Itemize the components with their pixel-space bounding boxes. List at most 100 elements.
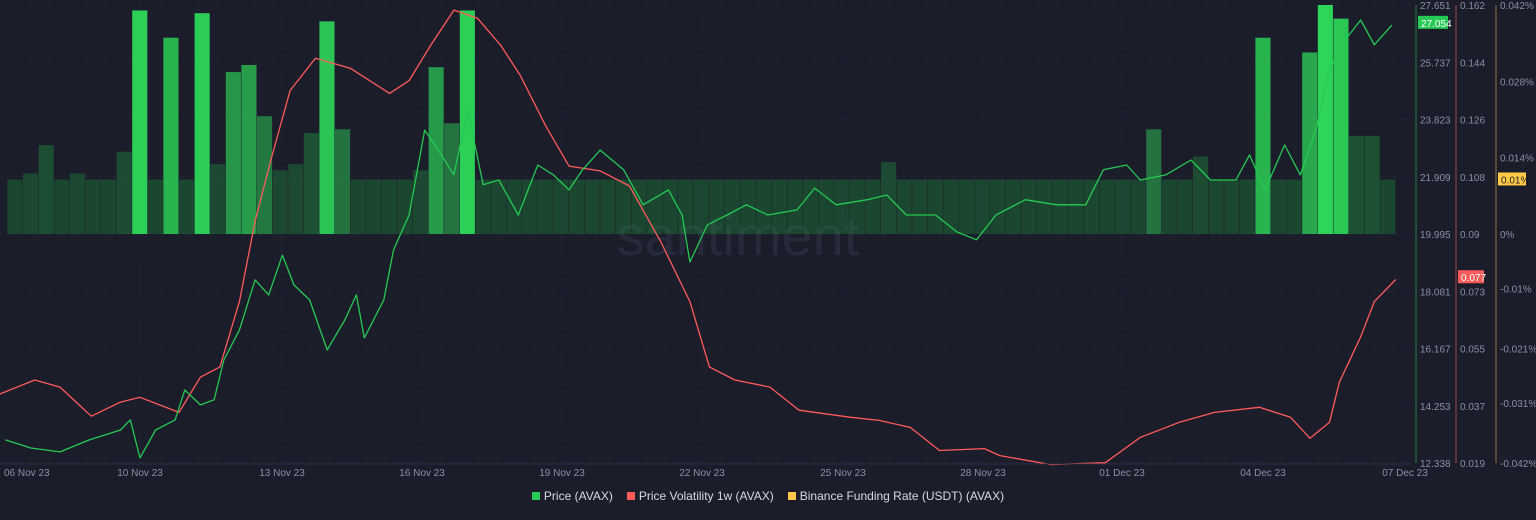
funding-bar [1130, 179, 1146, 234]
funding-bar [23, 173, 39, 234]
legend-label: Price (AVAX) [543, 489, 613, 503]
funding-bar [116, 151, 132, 234]
legend-label: Price Volatility 1w (AVAX) [638, 489, 774, 503]
x-tick-label: 04 Dec 23 [1240, 468, 1286, 479]
legend-swatch [626, 492, 635, 500]
funding-bar [1208, 179, 1224, 234]
funding-bar [319, 21, 335, 234]
price-current-badge-bg [1418, 15, 1448, 29]
price-tick-label: 19.995 [1420, 230, 1451, 241]
volatility-tick-label: 0.09 [1460, 230, 1480, 241]
funding-tick-label: 0% [1500, 230, 1515, 241]
price-tick-label: 18.081 [1420, 287, 1451, 298]
funding-bar [771, 179, 787, 234]
funding-current-badge-bg [1498, 172, 1526, 186]
x-tick-label: 01 Dec 23 [1099, 468, 1145, 479]
funding-bar [1005, 179, 1021, 234]
funding-bar [1286, 179, 1302, 234]
funding-bar [803, 179, 819, 234]
axes: 27.651 25.737 23.823 21.909 19.995 18.081 16.1… [0, 1, 1536, 470]
volatility-tick-label: 0.037 [1460, 402, 1485, 413]
legend-item-price[interactable]: Price (AVAX) [531, 489, 613, 503]
price-tick-label: 27.651 [1420, 1, 1451, 12]
price-tick-label: 16.167 [1420, 345, 1451, 356]
funding-bar [1052, 179, 1068, 234]
funding-bar [522, 179, 538, 234]
price-tick-label: 12.338 [1420, 459, 1451, 470]
volatility-tick-label: 0.126 [1460, 116, 1485, 127]
funding-bar [615, 179, 631, 234]
price-line [5, 19, 1393, 459]
volatility-current-badge: 0.077 [1461, 273, 1486, 284]
volatility-tick-label: 0.108 [1460, 173, 1485, 184]
funding-bar [740, 179, 756, 234]
funding-bar [1099, 179, 1115, 234]
volatility-tick-label: 0.073 [1460, 287, 1485, 298]
funding-bar [1380, 179, 1396, 234]
funding-tick-label: -0.042% [1500, 459, 1536, 470]
funding-bar [912, 179, 928, 234]
volatility-tick-label: 0.055 [1460, 345, 1485, 356]
funding-bar [569, 179, 585, 234]
x-tick-label: 22 Nov 23 [679, 468, 725, 479]
funding-tick-label: -0.021% [1500, 345, 1536, 356]
funding-bar [756, 179, 772, 234]
volatility-tick-label: 0.162 [1460, 1, 1485, 12]
funding-bar [1021, 179, 1037, 234]
price-tick-label: 21.909 [1420, 173, 1451, 184]
funding-bar [631, 179, 647, 234]
funding-bar [1255, 37, 1271, 234]
price-current-badge: 27.054 [1421, 19, 1452, 30]
funding-bar [537, 179, 553, 234]
funding-bar [1115, 179, 1131, 234]
price-tick-label: 23.823 [1420, 116, 1451, 127]
funding-bar [475, 179, 491, 234]
funding-bar [303, 133, 319, 234]
funding-bar [459, 10, 475, 235]
funding-bar [959, 179, 975, 234]
funding-bar [210, 164, 226, 234]
funding-bar [1177, 179, 1193, 234]
volatility-tick-label: 0.019 [1460, 459, 1485, 470]
legend: Price (AVAX) Price Volatility 1w (AVAX) … [0, 489, 1536, 503]
x-tick-label: 28 Nov 23 [960, 468, 1006, 479]
funding-bar [179, 179, 195, 234]
funding-bar [69, 173, 85, 234]
funding-bar [1068, 179, 1084, 234]
funding-bar [818, 179, 834, 234]
funding-bar [444, 123, 460, 234]
funding-bar [834, 179, 850, 234]
funding-bar [693, 179, 709, 234]
x-tick-label: 19 Nov 23 [539, 468, 585, 479]
funding-bar [1224, 179, 1240, 234]
legend-item-volatility[interactable]: Price Volatility 1w (AVAX) [626, 489, 774, 503]
funding-bar [147, 179, 163, 234]
funding-bar [381, 179, 397, 234]
price-tick-label: 25.737 [1420, 58, 1451, 69]
funding-bar [725, 179, 741, 234]
funding-bar [678, 179, 694, 234]
funding-bar [257, 116, 273, 234]
funding-tick-label: 0.014% [1500, 154, 1534, 165]
funding-bar [1333, 18, 1349, 235]
volatility-tick-label: 0.144 [1460, 58, 1485, 69]
funding-bar [1364, 135, 1380, 234]
funding-bar [974, 179, 990, 234]
funding-bar [1349, 135, 1365, 234]
funding-bar [1271, 179, 1287, 234]
funding-bar [38, 145, 54, 234]
funding-bar [366, 179, 382, 234]
x-tick-label: 07 Dec 23 [1382, 468, 1428, 479]
legend-item-funding[interactable]: Binance Funding Rate (USDT) (AVAX) [787, 489, 1004, 503]
x-tick-label: 06 Nov 23 [4, 468, 50, 479]
volatility-line [0, 9, 1397, 466]
funding-bar [1037, 179, 1053, 234]
funding-bar [163, 37, 179, 234]
funding-bar [1083, 179, 1099, 234]
legend-swatch [787, 492, 796, 500]
funding-bar [7, 179, 23, 234]
chart: santiment 27.65125.73723.82321.90919.995… [0, 1, 1536, 479]
x-tick-label: 25 Nov 23 [820, 468, 866, 479]
funding-bar [787, 179, 803, 234]
funding-bar [943, 179, 959, 234]
